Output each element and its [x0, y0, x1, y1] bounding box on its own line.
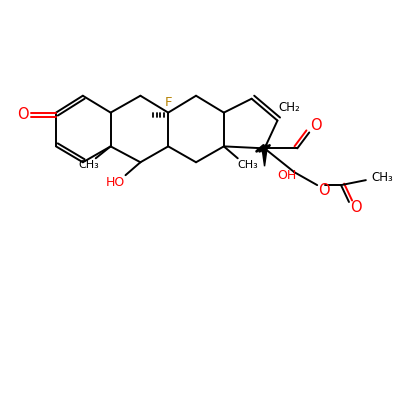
Text: O: O: [350, 200, 362, 216]
Text: CH₃: CH₃: [372, 171, 394, 184]
Text: CH₃: CH₃: [237, 160, 258, 170]
Text: HO: HO: [106, 176, 125, 189]
Text: O: O: [310, 118, 322, 133]
Text: CH₂: CH₂: [278, 101, 300, 114]
Polygon shape: [262, 148, 267, 166]
Text: CH₃: CH₃: [78, 160, 99, 170]
Text: O: O: [318, 182, 330, 198]
Text: O: O: [18, 107, 29, 122]
Text: OH: OH: [278, 169, 297, 182]
Text: F: F: [164, 96, 172, 109]
